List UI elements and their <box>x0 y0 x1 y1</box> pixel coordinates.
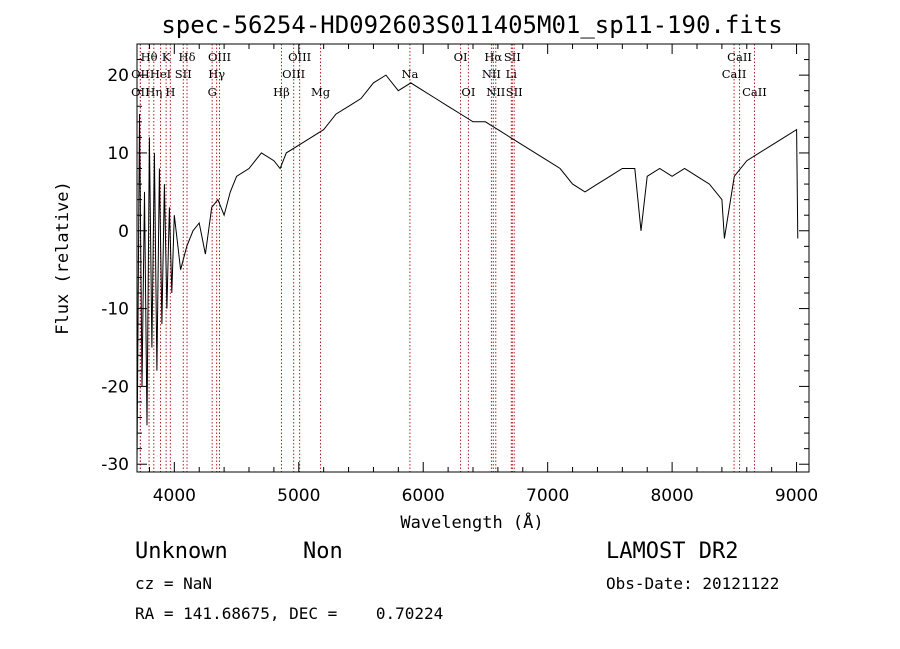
spectral-line-label: K <box>162 50 171 64</box>
x-axis-title: Wavelength (Å) <box>400 511 543 533</box>
spectral-line-label: OI <box>454 50 468 64</box>
x-tick-label: 6000 <box>402 486 445 506</box>
spectral-line-label: SII <box>175 67 192 81</box>
spectral-line-label: Hδ <box>179 50 196 64</box>
spectral-line-label: G <box>208 85 217 99</box>
y-tick-label: 0 <box>118 222 129 242</box>
x-tick-label: 5000 <box>277 486 320 506</box>
spectral-line-label: OI <box>461 85 475 99</box>
spectral-line-label: SII <box>506 85 523 99</box>
observation-date: Obs-Date: 20121122 <box>606 574 780 593</box>
y-axis-ticks: -30 -20 -10 0 10 20 <box>101 43 809 475</box>
spectral-line-label: OII <box>131 85 150 99</box>
spectral-line-label: OIII <box>288 50 311 64</box>
spectral-line-label: CaII <box>722 67 747 81</box>
x-tick-label: 8000 <box>650 486 693 506</box>
spectral-line-label: SII <box>504 50 521 64</box>
spectral-line-label: OIII <box>208 50 231 64</box>
spectral-line-label: CaII <box>727 50 752 64</box>
y-tick-label: -10 <box>101 300 129 320</box>
spectral-line-label: OII <box>131 67 150 81</box>
spectral-line-label: Hβ <box>273 85 290 99</box>
spectral-line-label: NII <box>482 67 501 81</box>
spectral-line-label: Hη <box>145 85 162 99</box>
object-subclass: Non <box>303 539 343 564</box>
coordinates: RA = 141.68675, DEC = 0.70224 <box>135 604 444 623</box>
spectrum-series-line <box>136 74 799 465</box>
spectral-line-label: OIII <box>282 67 305 81</box>
y-tick-label: -30 <box>101 455 129 475</box>
spectral-line-label: H <box>165 85 175 99</box>
y-tick-label: -20 <box>101 377 129 397</box>
x-tick-label: 7000 <box>526 486 569 506</box>
object-class: Unknown <box>135 539 228 564</box>
spectral-line-label: Hθ <box>141 50 158 64</box>
redshift-value: cz = NaN <box>135 574 213 593</box>
plot-frame <box>136 43 810 473</box>
survey-name: LAMOST DR2 <box>606 539 739 564</box>
spectral-line-label: Mg <box>311 85 331 99</box>
spectral-line-label: Hα <box>484 50 502 64</box>
spectral-line-label: Na <box>401 67 418 81</box>
spectral-line-markers <box>139 44 755 472</box>
spectral-line-label: Li <box>506 67 518 81</box>
spectral-line-label: NII <box>486 85 505 99</box>
spectral-line-label: CaII <box>742 85 767 99</box>
y-axis-title: Flux (relative) <box>53 181 73 335</box>
spectral-line-label: HeI <box>150 67 171 81</box>
x-axis-ticks: 4000 5000 6000 7000 8000 9000 <box>148 44 818 506</box>
spectral-line-label: Hγ <box>208 67 225 81</box>
chart-title: spec-56254-HD092603S011405M01_sp11-190.f… <box>161 11 782 39</box>
y-tick-label: 10 <box>107 144 129 164</box>
y-tick-label: 20 <box>107 66 129 86</box>
x-tick-label: 9000 <box>775 486 818 506</box>
x-tick-label: 4000 <box>153 486 196 506</box>
